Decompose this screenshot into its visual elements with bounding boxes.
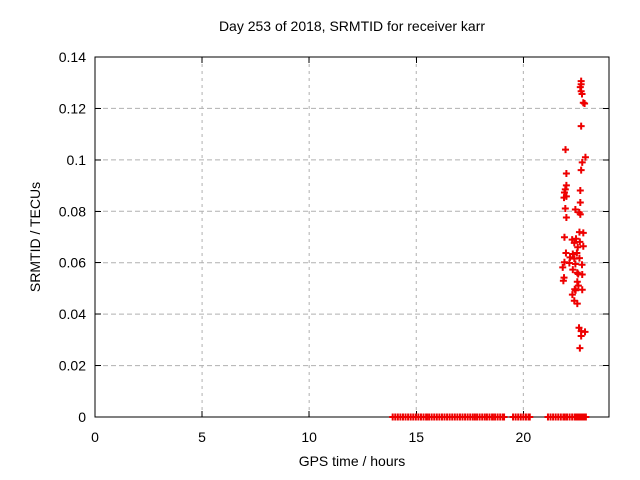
y-tick-label: 0.12 — [59, 100, 86, 116]
zero-band-markers — [389, 413, 590, 421]
y-axis-label: SRMTID / TECUs — [27, 182, 43, 292]
data-point-marker — [576, 186, 584, 194]
data-point-marker — [576, 238, 584, 246]
y-tick-label: 0.06 — [59, 255, 86, 271]
data-point-marker — [576, 210, 584, 218]
data-point-marker — [571, 260, 579, 268]
y-tick-label: 0 — [78, 409, 86, 425]
y-tick-label: 0.1 — [67, 152, 87, 168]
data-point-marker — [573, 249, 581, 257]
x-tick-label: 15 — [408, 429, 424, 445]
data-point-marker — [562, 249, 570, 257]
data-point-marker — [560, 194, 568, 202]
data-point-marker — [578, 90, 586, 98]
data-point-marker — [562, 146, 570, 154]
y-tick-label: 0.08 — [59, 203, 86, 219]
data-point-marker — [581, 328, 589, 336]
zero-band-point — [500, 413, 508, 421]
zero-band-point — [526, 413, 534, 421]
data-point-marker — [570, 239, 578, 247]
data-point-marker — [577, 332, 585, 340]
zero-band-point — [582, 413, 590, 421]
y-tick-label: 0.02 — [59, 358, 86, 374]
data-point-marker — [562, 169, 570, 177]
data-point-marker — [559, 277, 567, 285]
data-point-marker — [562, 181, 570, 189]
data-point-marker — [578, 261, 586, 269]
x-axis-label: GPS time / hours — [299, 453, 406, 469]
data-point-marker — [578, 286, 586, 294]
data-point-marker — [577, 166, 585, 174]
data-point-marker — [575, 254, 583, 262]
data-point-marker — [561, 204, 569, 212]
y-tick-label: 0.14 — [59, 49, 86, 65]
data-point-marker — [573, 300, 581, 308]
data-point-marker — [560, 233, 568, 241]
x-tick-label: 20 — [516, 429, 532, 445]
data-point-marker — [574, 282, 582, 290]
data-point-marker — [581, 100, 589, 108]
data-point-marker — [559, 263, 567, 271]
data-point-marker — [578, 271, 586, 279]
data-point-marker — [571, 205, 579, 213]
data-point-marker — [581, 153, 589, 161]
tick-labels: 0 5 10 15 20 0 0.02 0.04 0.06 0.08 0.1 0.12 0.14 — [59, 49, 532, 445]
data-point-marker — [576, 199, 584, 207]
gridlines — [95, 57, 609, 417]
data-point-marker — [562, 213, 570, 221]
data-point-marker — [576, 344, 584, 352]
data-point-marker — [572, 286, 580, 294]
data-point-marker — [569, 266, 577, 274]
data-point-marker — [577, 122, 585, 130]
data-point-marker — [578, 158, 586, 166]
data-point-marker — [565, 259, 573, 267]
x-tick-label: 0 — [91, 429, 99, 445]
plot-border — [94, 56, 610, 418]
y-tick-label: 0.04 — [59, 306, 86, 322]
plot-border-and-ticks — [94, 56, 610, 418]
x-tick-label: 5 — [198, 429, 206, 445]
cluster-markers — [559, 77, 589, 352]
data-point-marker — [568, 291, 576, 299]
x-tick-label: 10 — [301, 429, 317, 445]
data-point-marker — [579, 242, 587, 250]
data-point-marker — [579, 229, 587, 237]
chart-title: Day 253 of 2018, SRMTID for receiver kar… — [219, 18, 485, 34]
data-point-marker — [573, 278, 581, 286]
